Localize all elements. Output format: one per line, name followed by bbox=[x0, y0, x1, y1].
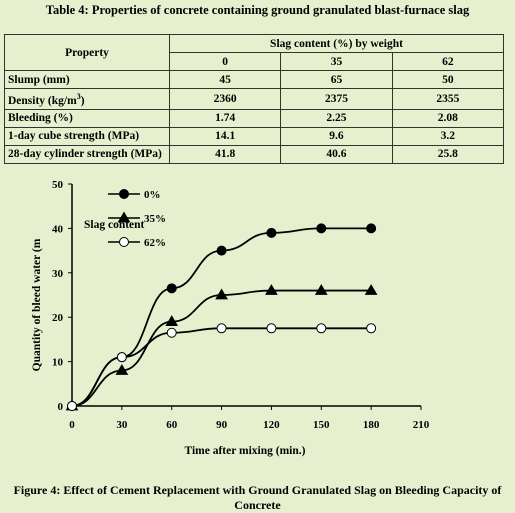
table-row: Density (kg/m3) 2360 2375 2355 bbox=[4, 88, 505, 110]
legend-title: Slag content bbox=[84, 219, 145, 231]
row-label: Bleeding (%) bbox=[4, 108, 170, 128]
x-tick-label: 0 bbox=[69, 419, 75, 431]
data-point bbox=[166, 327, 177, 338]
table-cell: 2.08 bbox=[391, 108, 505, 128]
legend-marker bbox=[119, 189, 129, 199]
table-cell: 41.8 bbox=[168, 144, 282, 164]
table-cell: 2355 bbox=[391, 88, 505, 110]
legend-label: 0% bbox=[144, 189, 161, 201]
table-cell: 65 bbox=[280, 70, 393, 89]
row-label-superscript: 3 bbox=[76, 92, 81, 101]
data-point bbox=[67, 401, 77, 411]
table-cell: 3.2 bbox=[391, 126, 505, 146]
y-tick-label: 50 bbox=[52, 179, 64, 191]
table-cell: 2.25 bbox=[280, 108, 393, 128]
table-row: 28-day cylinder strength (MPa) 41.8 40.6… bbox=[4, 144, 505, 164]
table-row: Slump (mm) 45 65 50 bbox=[4, 70, 505, 89]
data-point bbox=[116, 352, 127, 363]
y-axis-label: Quantity of bleed water (m bbox=[31, 238, 43, 371]
x-tick-label: 180 bbox=[363, 419, 380, 431]
properties-table: Property Slag content (%) by weight 0 35… bbox=[4, 34, 505, 164]
slag-content-header: Slag content (%) by weight bbox=[169, 34, 504, 53]
table-header-row: Property Slag content (%) by weight bbox=[4, 34, 504, 71]
y-tick-label: 10 bbox=[52, 357, 64, 369]
table-cell: 2360 bbox=[168, 88, 282, 110]
data-point bbox=[216, 245, 227, 256]
row-label: 1-day cube strength (MPa) bbox=[4, 126, 170, 146]
y-tick-label: 20 bbox=[52, 312, 64, 324]
data-point bbox=[266, 227, 277, 238]
table-row: Bleeding (%) 1.74 2.25 2.08 bbox=[4, 108, 505, 128]
data-point bbox=[265, 284, 278, 295]
table-subheader-row: 0 35 62 bbox=[5, 52, 505, 71]
x-tick-label: 210 bbox=[413, 419, 430, 431]
x-tick-label: 60 bbox=[166, 419, 178, 431]
row-label: Density (kg/m3) bbox=[4, 88, 170, 110]
x-axis-label: Time after mixing (min.) bbox=[185, 445, 306, 457]
table-cell: 25.8 bbox=[391, 144, 505, 164]
series-line-2 bbox=[71, 327, 372, 407]
legend-label: 62% bbox=[144, 237, 166, 249]
table-cell: 2375 bbox=[280, 88, 393, 110]
legend-marker bbox=[117, 211, 131, 223]
data-point bbox=[366, 323, 377, 334]
series-line-1 bbox=[71, 289, 372, 407]
legend-label: 35% bbox=[144, 213, 166, 225]
column-header: 35 bbox=[280, 52, 393, 71]
figure-caption: Figure 4: Effect of Cement Replacement w… bbox=[13, 483, 502, 512]
row-label: Slump (mm) bbox=[4, 70, 170, 89]
table-title: Table 4: Properties of concrete containi… bbox=[45, 3, 470, 17]
data-point bbox=[314, 284, 328, 295]
data-point bbox=[166, 283, 177, 294]
row-label-text: Density (kg/m bbox=[8, 94, 77, 107]
data-point bbox=[216, 323, 227, 334]
table-row: 1-day cube strength (MPa) 14.1 9.6 3.2 bbox=[4, 126, 505, 146]
table-cell: 14.1 bbox=[168, 126, 282, 146]
x-tick-label: 150 bbox=[313, 419, 330, 431]
y-tick-label: 30 bbox=[52, 268, 64, 280]
row-label: 28-day cylinder strength (MPa) bbox=[4, 144, 170, 164]
data-point bbox=[266, 323, 277, 334]
table-cell: 1.74 bbox=[168, 108, 282, 128]
bleed-water-chart: 0 10 20 30 40 50 0 30 60 90 120 150 180 210 Time after… bbox=[31, 179, 430, 457]
data-point bbox=[316, 223, 327, 234]
table-cell: 40.6 bbox=[280, 144, 393, 164]
data-point bbox=[364, 284, 378, 295]
legend-marker bbox=[119, 237, 129, 247]
column-header: 62 bbox=[391, 52, 505, 71]
y-tick-label: 0 bbox=[58, 401, 64, 413]
table-cell: 45 bbox=[168, 70, 282, 89]
x-tick-label: 120 bbox=[263, 419, 280, 431]
data-point bbox=[316, 323, 327, 334]
data-point bbox=[366, 223, 377, 234]
data-point bbox=[215, 288, 228, 300]
data-point bbox=[165, 315, 179, 326]
table-cell: 9.6 bbox=[280, 126, 393, 146]
property-header: Property bbox=[4, 34, 170, 71]
table-cell: 50 bbox=[391, 70, 505, 89]
y-tick-label: 40 bbox=[52, 223, 64, 235]
x-tick-label: 90 bbox=[216, 419, 228, 431]
row-label-suffix: ) bbox=[80, 94, 85, 107]
column-header: 0 bbox=[168, 52, 282, 71]
data-point bbox=[115, 363, 129, 375]
x-tick-label: 30 bbox=[116, 419, 128, 431]
